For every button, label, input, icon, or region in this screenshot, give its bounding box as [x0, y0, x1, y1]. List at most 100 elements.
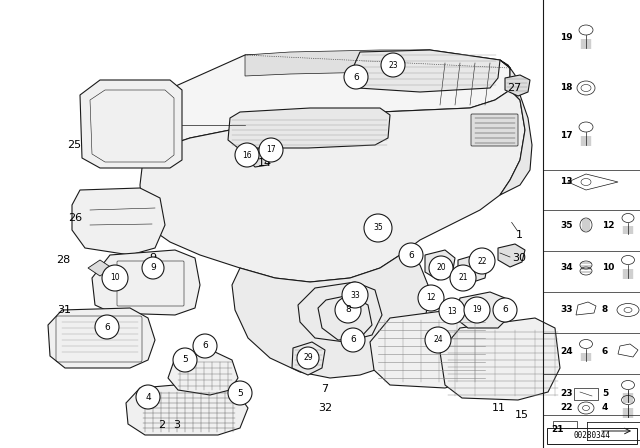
Text: 13: 13	[560, 177, 573, 186]
Text: 32: 32	[318, 403, 332, 413]
Text: 5: 5	[182, 356, 188, 365]
Text: 30: 30	[512, 253, 526, 263]
Polygon shape	[168, 352, 238, 395]
Text: 6: 6	[202, 341, 208, 350]
Polygon shape	[126, 382, 248, 435]
Polygon shape	[498, 244, 525, 267]
Circle shape	[102, 265, 128, 291]
Text: 6: 6	[350, 336, 356, 345]
Polygon shape	[148, 50, 510, 155]
Circle shape	[399, 243, 423, 267]
Text: 23: 23	[560, 388, 573, 397]
Text: 13: 13	[447, 306, 457, 315]
Circle shape	[450, 265, 476, 291]
Text: 29: 29	[303, 353, 313, 362]
Text: 5: 5	[602, 388, 608, 397]
Polygon shape	[48, 308, 155, 368]
Text: 22: 22	[560, 404, 573, 413]
Text: 6: 6	[502, 306, 508, 314]
Text: 6: 6	[602, 348, 608, 357]
Text: 25: 25	[67, 140, 81, 150]
FancyBboxPatch shape	[547, 428, 637, 444]
Circle shape	[259, 138, 283, 162]
Text: 00280344: 00280344	[573, 431, 611, 440]
Circle shape	[344, 65, 368, 89]
Circle shape	[297, 347, 319, 369]
Text: 26: 26	[68, 213, 82, 223]
Text: 12: 12	[426, 293, 436, 302]
Circle shape	[439, 298, 465, 324]
Text: 23: 23	[388, 60, 398, 69]
Polygon shape	[352, 50, 500, 92]
Text: 3: 3	[173, 420, 180, 430]
Text: 8: 8	[602, 306, 608, 314]
Circle shape	[381, 53, 405, 77]
Text: 11: 11	[492, 403, 506, 413]
Text: 19: 19	[560, 34, 573, 43]
Text: 10: 10	[110, 273, 120, 283]
Circle shape	[136, 385, 160, 409]
Text: 16: 16	[242, 151, 252, 159]
Text: 4: 4	[602, 404, 609, 413]
Text: 17: 17	[560, 130, 573, 139]
Circle shape	[418, 285, 444, 311]
Polygon shape	[500, 60, 532, 195]
Circle shape	[142, 257, 164, 279]
Text: 34: 34	[560, 263, 573, 272]
Text: 6: 6	[408, 250, 414, 259]
Circle shape	[235, 143, 259, 167]
Text: 24: 24	[560, 348, 573, 357]
FancyBboxPatch shape	[471, 114, 518, 146]
Text: 17: 17	[266, 146, 276, 155]
Circle shape	[429, 256, 453, 280]
Polygon shape	[245, 50, 430, 76]
Polygon shape	[80, 80, 182, 168]
Polygon shape	[228, 108, 390, 148]
Circle shape	[193, 334, 217, 358]
Text: 22: 22	[477, 257, 487, 266]
Polygon shape	[72, 188, 165, 255]
Text: 12: 12	[602, 220, 614, 229]
Circle shape	[228, 381, 252, 405]
Polygon shape	[455, 292, 508, 328]
Polygon shape	[292, 342, 325, 375]
Text: 15: 15	[515, 410, 529, 420]
Text: 35: 35	[373, 224, 383, 233]
Polygon shape	[370, 310, 488, 388]
Text: 31: 31	[57, 305, 71, 315]
Text: 6: 6	[104, 323, 110, 332]
Polygon shape	[88, 260, 112, 276]
Text: 33: 33	[560, 306, 573, 314]
Circle shape	[493, 298, 517, 322]
Circle shape	[95, 315, 119, 339]
Text: 9: 9	[149, 253, 157, 263]
Circle shape	[342, 282, 368, 308]
Text: 10: 10	[602, 263, 614, 272]
Text: 28: 28	[56, 255, 70, 265]
Text: 24: 24	[433, 336, 443, 345]
Polygon shape	[318, 295, 372, 340]
Polygon shape	[458, 255, 488, 283]
Polygon shape	[425, 250, 455, 280]
Text: 18: 18	[560, 83, 573, 92]
Text: 6: 6	[353, 73, 359, 82]
Polygon shape	[248, 148, 272, 167]
Circle shape	[425, 327, 451, 353]
Text: 20: 20	[436, 263, 446, 272]
Polygon shape	[140, 90, 525, 282]
Text: 21: 21	[458, 273, 468, 283]
Polygon shape	[298, 282, 382, 342]
Text: 2: 2	[159, 420, 166, 430]
Circle shape	[469, 248, 495, 274]
Polygon shape	[505, 75, 530, 96]
Polygon shape	[440, 318, 560, 400]
Circle shape	[173, 348, 197, 372]
Text: 4: 4	[145, 392, 151, 401]
Text: 19: 19	[472, 306, 482, 314]
Circle shape	[464, 297, 490, 323]
Text: 14: 14	[258, 158, 272, 168]
Circle shape	[364, 214, 392, 242]
Polygon shape	[92, 250, 200, 315]
Text: 5: 5	[237, 388, 243, 397]
Text: 35: 35	[560, 220, 573, 229]
